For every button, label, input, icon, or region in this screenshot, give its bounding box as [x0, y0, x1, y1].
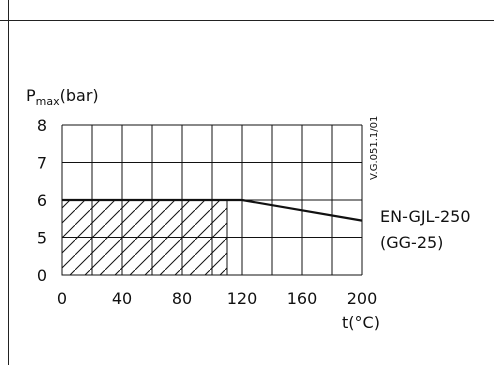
y-tick-label: 0	[37, 266, 47, 285]
series-label-line2: (GG-25)	[380, 233, 443, 252]
x-tick-label: 160	[287, 289, 318, 308]
x-tick-label: 40	[112, 289, 132, 308]
x-tick-label: 80	[172, 289, 192, 308]
x-tick-label: 0	[57, 289, 67, 308]
x-tick-label: 120	[227, 289, 258, 308]
drawing-reference-note: V.G.051.1/01	[369, 116, 380, 180]
y-tick-label: 6	[37, 191, 47, 210]
series-label-line1: EN-GJL-250	[380, 207, 471, 226]
y-tick-label: 7	[37, 154, 47, 173]
x-tick-label: 200	[347, 289, 378, 308]
y-tick-label: 8	[37, 116, 47, 135]
y-tick-label: 5	[37, 229, 47, 248]
x-axis-label: t(°C)	[342, 313, 380, 332]
y-axis-label: Pmax(bar)	[26, 86, 99, 108]
